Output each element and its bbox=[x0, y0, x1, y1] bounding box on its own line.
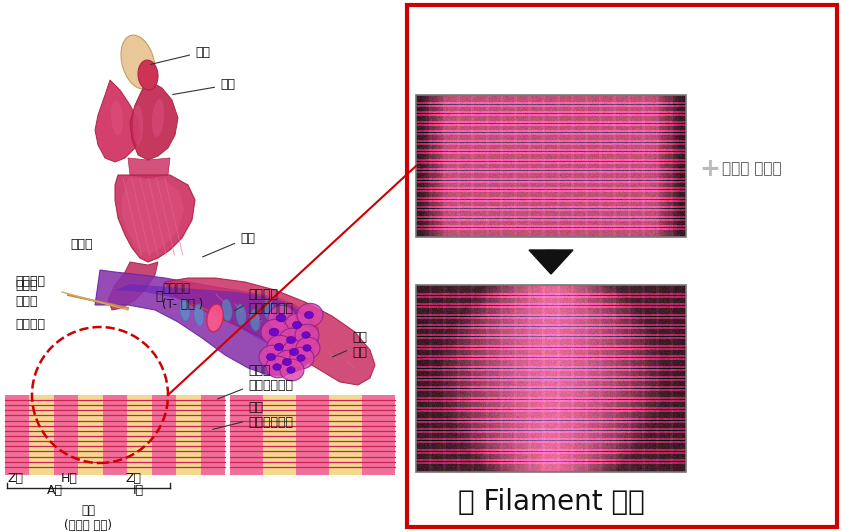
Polygon shape bbox=[122, 178, 184, 253]
Text: 근섬유: 근섬유 bbox=[70, 238, 93, 251]
Ellipse shape bbox=[207, 304, 223, 332]
Ellipse shape bbox=[286, 336, 296, 344]
Bar bbox=[263, 395, 296, 475]
Text: 운동신경: 운동신경 bbox=[15, 275, 45, 288]
Text: +: + bbox=[700, 157, 721, 181]
Text: H역: H역 bbox=[61, 471, 77, 485]
Ellipse shape bbox=[303, 345, 312, 351]
Ellipse shape bbox=[152, 99, 164, 137]
Bar bbox=[5, 395, 29, 475]
Polygon shape bbox=[108, 262, 158, 310]
Polygon shape bbox=[165, 278, 375, 385]
Text: 근 Filament 수축: 근 Filament 수축 bbox=[457, 488, 644, 516]
Ellipse shape bbox=[269, 328, 279, 336]
Ellipse shape bbox=[282, 359, 291, 365]
Ellipse shape bbox=[180, 299, 190, 321]
Text: Z선: Z선 bbox=[125, 471, 141, 485]
Bar bbox=[29, 395, 54, 475]
Bar bbox=[546, 250, 556, 254]
Text: 미토콘드리아: 미토콘드리아 bbox=[248, 302, 293, 320]
Ellipse shape bbox=[259, 345, 285, 369]
Ellipse shape bbox=[305, 311, 313, 319]
Bar bbox=[127, 395, 152, 475]
Bar bbox=[407, 5, 837, 527]
Ellipse shape bbox=[279, 328, 305, 352]
Ellipse shape bbox=[278, 304, 288, 326]
Bar bbox=[416, 285, 686, 472]
Ellipse shape bbox=[297, 303, 323, 327]
Ellipse shape bbox=[275, 350, 301, 373]
Polygon shape bbox=[115, 284, 308, 348]
Ellipse shape bbox=[290, 347, 314, 369]
Ellipse shape bbox=[194, 304, 204, 326]
Bar bbox=[230, 395, 263, 475]
Text: A대: A대 bbox=[47, 484, 63, 496]
Ellipse shape bbox=[273, 364, 281, 370]
Bar bbox=[103, 395, 127, 475]
Text: 힘줄: 힘줄 bbox=[151, 46, 210, 64]
Polygon shape bbox=[95, 80, 140, 162]
Polygon shape bbox=[95, 270, 318, 375]
Ellipse shape bbox=[292, 321, 301, 329]
Text: 근소포체: 근소포체 bbox=[234, 288, 278, 311]
Ellipse shape bbox=[266, 353, 275, 361]
Ellipse shape bbox=[121, 35, 155, 89]
Text: 근성유막: 근성유막 bbox=[15, 318, 45, 331]
Ellipse shape bbox=[236, 304, 246, 326]
Text: 미오신
미오파라멘트: 미오신 미오파라멘트 bbox=[217, 364, 293, 399]
Bar bbox=[152, 395, 176, 475]
Ellipse shape bbox=[264, 299, 274, 321]
Text: Z선: Z선 bbox=[7, 471, 23, 485]
Text: 근속: 근속 bbox=[203, 231, 255, 257]
Ellipse shape bbox=[287, 367, 296, 373]
Bar bbox=[78, 395, 103, 475]
Ellipse shape bbox=[266, 356, 290, 378]
Ellipse shape bbox=[222, 299, 232, 321]
Ellipse shape bbox=[133, 105, 143, 145]
Ellipse shape bbox=[111, 101, 123, 136]
Bar bbox=[416, 95, 686, 237]
Polygon shape bbox=[529, 250, 573, 274]
Ellipse shape bbox=[138, 60, 158, 90]
Ellipse shape bbox=[274, 344, 284, 351]
Text: 액틴
미오파라멘트: 액틴 미오파라멘트 bbox=[213, 401, 293, 429]
Ellipse shape bbox=[296, 337, 320, 359]
Polygon shape bbox=[130, 80, 178, 160]
Text: 신경근
접합부: 신경근 접합부 bbox=[15, 279, 38, 308]
Ellipse shape bbox=[282, 340, 308, 364]
Text: 생화학 에너지: 생화학 에너지 bbox=[722, 162, 781, 177]
Text: 핵: 핵 bbox=[155, 290, 163, 303]
Ellipse shape bbox=[301, 331, 310, 338]
Ellipse shape bbox=[250, 309, 260, 331]
Bar bbox=[200, 395, 225, 475]
Ellipse shape bbox=[280, 359, 304, 381]
Ellipse shape bbox=[296, 355, 305, 361]
Ellipse shape bbox=[295, 324, 319, 346]
Polygon shape bbox=[128, 158, 170, 178]
Text: 근원
섬유: 근원 섬유 bbox=[333, 331, 367, 359]
Ellipse shape bbox=[268, 305, 296, 330]
Ellipse shape bbox=[276, 314, 286, 322]
Ellipse shape bbox=[208, 309, 218, 331]
Polygon shape bbox=[115, 175, 195, 262]
Bar bbox=[176, 395, 200, 475]
Ellipse shape bbox=[285, 313, 311, 337]
Text: I대: I대 bbox=[133, 484, 144, 496]
Bar bbox=[54, 395, 78, 475]
Ellipse shape bbox=[267, 335, 293, 359]
Ellipse shape bbox=[261, 319, 289, 345]
Bar bbox=[329, 395, 362, 475]
Bar bbox=[296, 395, 329, 475]
Bar bbox=[362, 395, 395, 475]
Text: 횡주세관
(T- 세관 ): 횡주세관 (T- 세관 ) bbox=[162, 282, 203, 311]
Text: 근막: 근막 bbox=[173, 79, 235, 95]
Ellipse shape bbox=[290, 348, 299, 355]
Text: 근절
(밴딩이 보임): 근절 (밴딩이 보임) bbox=[65, 504, 113, 532]
